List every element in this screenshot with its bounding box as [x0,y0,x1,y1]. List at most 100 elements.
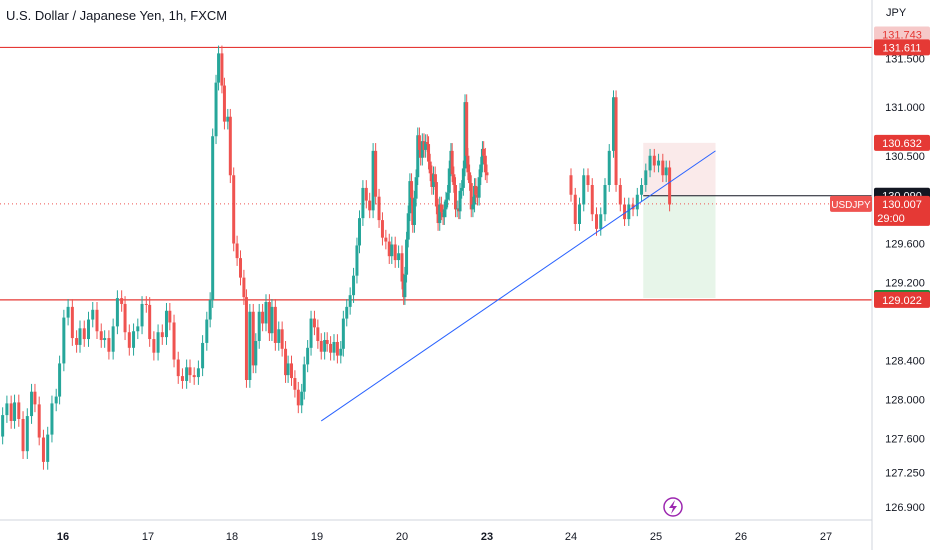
candle-body [461,168,465,188]
candle-body [352,275,356,296]
candle-body [62,317,66,364]
candle-body [452,174,456,185]
candle-body [254,341,258,366]
price-tick-label: 128.000 [885,395,925,407]
candle-body [30,391,34,417]
candle-body [201,342,205,369]
candle-body [410,181,414,198]
candle-body [595,214,598,229]
candle-body [156,332,160,353]
candle-body [164,310,168,338]
candle-body [482,148,486,156]
candle-body [447,168,451,193]
time-tick-label: 17 [142,531,154,543]
candle-body [99,331,103,341]
candle-body [17,402,21,419]
candle-body [652,155,656,166]
candle-body [75,338,79,345]
lightning-icon[interactable] [663,497,683,517]
price-tag-label: 131.611 [883,42,922,54]
candle-body [348,295,352,307]
position-reward-zone[interactable] [643,195,716,299]
candle-body [5,403,9,416]
candle-body [270,306,274,334]
candle-body [306,347,310,365]
candle-body [296,389,300,406]
chart-title: U.S. Dollar / Japanese Yen, 1h, FXCM [6,8,228,23]
candle-body [412,198,416,225]
candle-body [468,172,472,184]
candle-body [419,149,423,158]
candle-body [473,185,477,205]
candle-body [284,348,288,376]
candle-body [469,183,473,210]
candle-body [573,194,577,224]
candle-body [123,303,127,333]
price-tick-label: 131.000 [885,102,925,114]
candle-body [251,311,255,366]
candle-body [37,404,41,438]
candle-body [422,141,426,150]
candle-body [339,348,343,356]
candle-body [87,319,90,340]
time-tick-label: 25 [650,531,662,543]
candle-body [180,376,184,381]
candle-body [220,53,224,86]
candle-body [430,173,434,187]
candle-body [455,208,459,210]
candle-body [41,437,45,462]
time-tick-label: 20 [396,531,408,543]
candle-body [323,340,327,352]
candle-body [599,214,603,229]
candle-body [403,274,407,298]
candle-body [239,258,242,278]
candle-body [657,160,661,166]
candle-body [111,326,115,352]
candle-body [406,213,410,240]
candle-body [640,185,644,195]
price-tag-label: 129.022 [882,295,922,307]
position-risk-zone[interactable] [643,142,716,196]
candle-body [607,150,611,185]
candle-body [211,136,215,301]
candle-body [335,341,339,356]
price-tick-label: 127.250 [885,468,925,480]
candle-body [446,192,450,200]
candle-body [623,204,627,220]
candle-body [405,239,409,275]
candle-body [316,327,320,341]
candle-body [280,329,284,349]
candle-body [312,318,316,328]
candle-body [95,309,99,332]
candle-body [267,302,271,334]
time-tick-label: 27 [820,531,832,543]
candle-body [485,172,489,176]
candle-body [120,298,124,304]
candle-body [474,185,478,195]
candle-body [140,303,144,327]
symbol-tag-label: USDJPY [831,200,871,211]
candle-body [54,396,58,404]
candle-body [341,318,345,349]
candle-body [192,375,196,378]
candle-body [380,220,384,238]
candle-body [424,142,428,150]
candle-body [222,85,226,122]
candle-body [13,402,17,421]
candle-body [393,244,397,261]
candle-body [78,328,82,345]
trendline[interactable] [320,150,716,422]
candle-body [582,175,586,205]
price-tick-label: 129.600 [885,239,925,251]
candle-body [127,332,131,348]
candle-body [371,150,375,211]
candle-body [368,200,372,211]
candle-body [107,338,111,352]
candle-body [21,419,25,452]
candle-body [82,328,86,340]
candle-body [438,204,442,224]
candle-body [319,341,323,352]
candle-body [248,311,252,380]
candle-body [442,209,446,218]
